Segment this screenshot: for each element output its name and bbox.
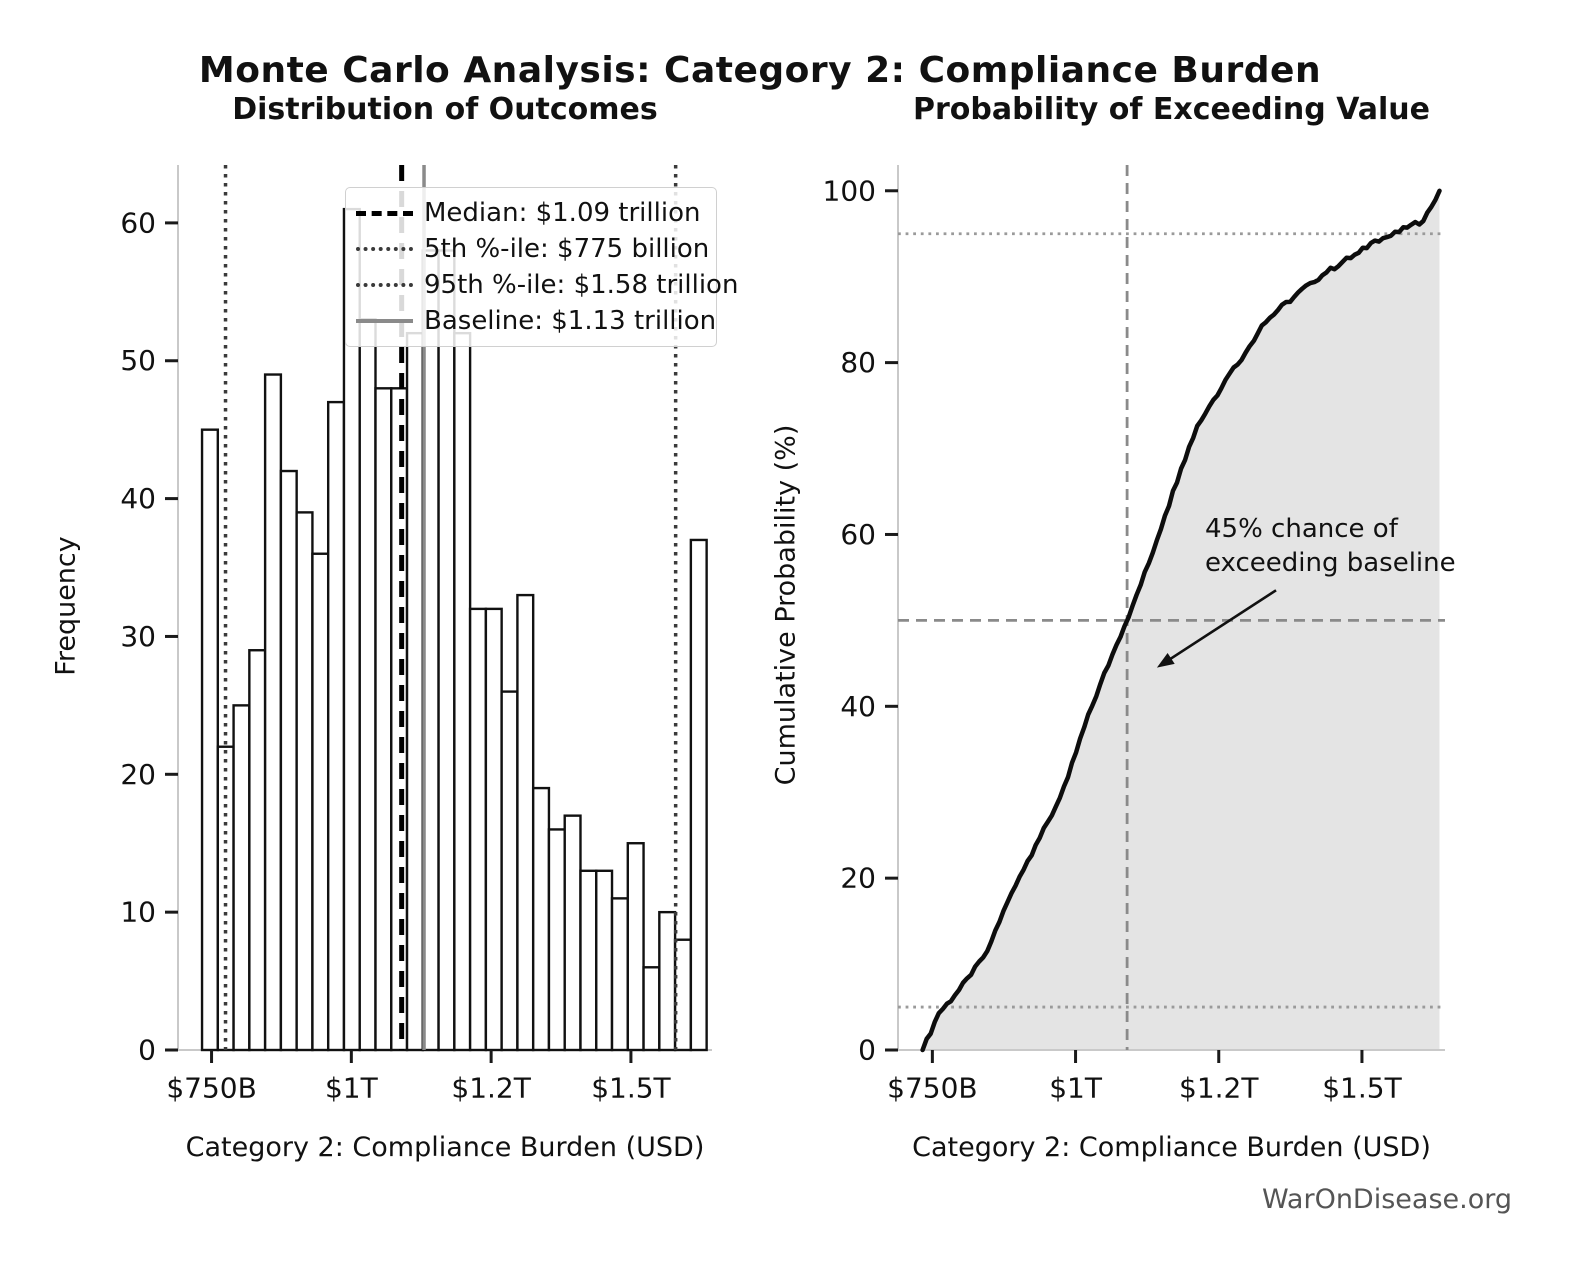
histogram-bar	[673, 938, 693, 1052]
legend: Median: $1.09 trillion 5th %-ile: $775 bi…	[345, 187, 738, 347]
histogram-bar	[453, 331, 472, 1052]
histogram-bar	[390, 387, 409, 1052]
histogram-bar	[642, 966, 661, 1052]
histogram-bar	[579, 869, 598, 1052]
x-tick-label: $1.2T	[451, 1072, 531, 1105]
y-tick-label: 60	[120, 206, 156, 239]
histogram-bar	[295, 511, 314, 1052]
y-tick-label: 100	[823, 174, 876, 207]
y-tick-label: 20	[840, 862, 876, 895]
legend-label: Median: $1.09 trillion	[424, 198, 701, 228]
y-tick-label: 0	[858, 1034, 876, 1067]
cdf-annotation-text: 45% chance of exceeding baseline	[1205, 514, 1456, 578]
histogram-bar	[279, 469, 298, 1052]
histogram-bar	[326, 400, 346, 1052]
histogram-bar	[311, 552, 330, 1052]
legend-line-sample	[356, 247, 413, 251]
x-tick-label: $1.2T	[1179, 1072, 1259, 1105]
y-tick-label: 80	[840, 346, 876, 379]
x-tick-label: $750B	[887, 1072, 977, 1105]
y-tick-label: 50	[120, 344, 156, 377]
y-tick-label: 40	[840, 690, 876, 723]
histogram-bar	[531, 786, 551, 1052]
histogram-bar	[595, 869, 614, 1052]
annotation-arrow-head	[1156, 652, 1175, 668]
histogram-bar	[248, 649, 267, 1052]
histogram-bar	[547, 828, 566, 1052]
y-tick-label: 30	[120, 620, 156, 653]
histogram-bar	[689, 538, 708, 1052]
legend-item: Baseline: $1.13 trillion	[356, 303, 716, 339]
cdf-x-axis-label: Category 2: Compliance Burden (USD)	[912, 1132, 1431, 1163]
legend-label: 95th %-ile: $1.58 trillion	[424, 270, 739, 300]
legend-label: 5th %-ile: $775 billion	[424, 234, 710, 264]
histogram-bar	[484, 607, 503, 1052]
histogram-bar	[437, 249, 456, 1052]
legend-line-sample	[356, 283, 413, 287]
histogram-x-axis-label: Category 2: Compliance Burden (USD)	[185, 1132, 705, 1163]
x-tick-label: $1T	[1049, 1072, 1103, 1105]
histogram-bar	[563, 814, 582, 1052]
histogram-bar	[263, 373, 283, 1052]
y-tick-label: 60	[840, 518, 876, 551]
cdf-title: Probability of Exceeding Value	[912, 92, 1431, 127]
x-tick-label: $1T	[325, 1072, 379, 1105]
footer-watermark: WarOnDisease.org	[1261, 1184, 1512, 1215]
histogram-bar	[468, 607, 488, 1052]
histogram-bar	[358, 318, 377, 1052]
histogram-bar	[516, 593, 535, 1052]
cdf-fill-area	[922, 190, 1440, 1051]
y-tick-label: 20	[120, 758, 156, 791]
legend-item: Median: $1.09 trillion	[356, 195, 706, 231]
legend-item: 5th %-ile: $775 billion	[356, 231, 710, 267]
histogram-bar	[658, 910, 677, 1052]
legend-line-sample	[356, 319, 413, 323]
histogram-bar	[374, 387, 393, 1052]
legend-label: Baseline: $1.13 trillion	[424, 306, 717, 336]
histogram-bar	[232, 704, 251, 1052]
histogram-bar	[200, 428, 220, 1052]
x-tick-label: $1.5T	[1322, 1072, 1402, 1105]
histogram-title: Distribution of Outcomes	[232, 92, 658, 127]
legend-item: 95th %-ile: $1.58 trillion	[356, 267, 738, 303]
histogram-bar	[500, 690, 519, 1052]
histogram-bar	[610, 897, 629, 1052]
cdf-curve	[920, 188, 1442, 1053]
main-title: Monte Carlo Analysis: Category 2: Compli…	[198, 50, 1322, 91]
x-tick-label: $750B	[166, 1072, 256, 1105]
legend-line-sample	[356, 210, 413, 216]
y-tick-label: 40	[120, 482, 156, 515]
x-tick-label: $1.5T	[591, 1072, 671, 1105]
histogram-bar	[626, 842, 645, 1052]
y-tick-label: 0	[138, 1034, 156, 1067]
y-tick-label: 10	[120, 896, 156, 929]
annotation-arrow-shaft	[1162, 589, 1277, 665]
histogram-bar	[405, 331, 425, 1052]
